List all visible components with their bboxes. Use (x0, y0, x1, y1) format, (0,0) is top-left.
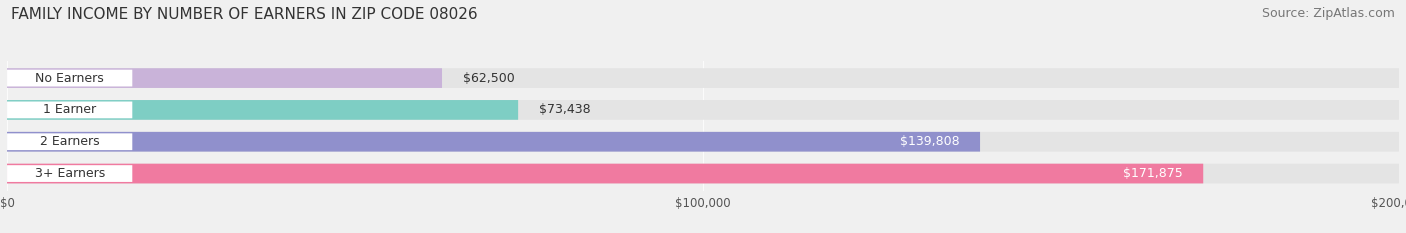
FancyBboxPatch shape (7, 132, 1399, 152)
FancyBboxPatch shape (7, 132, 980, 152)
Text: 2 Earners: 2 Earners (39, 135, 100, 148)
FancyBboxPatch shape (7, 165, 132, 182)
FancyBboxPatch shape (7, 164, 1204, 183)
FancyBboxPatch shape (7, 100, 1399, 120)
Text: $139,808: $139,808 (900, 135, 959, 148)
Text: $73,438: $73,438 (538, 103, 591, 116)
FancyBboxPatch shape (7, 68, 1399, 88)
FancyBboxPatch shape (7, 102, 132, 118)
FancyBboxPatch shape (7, 70, 132, 86)
FancyBboxPatch shape (7, 164, 1399, 183)
Text: FAMILY INCOME BY NUMBER OF EARNERS IN ZIP CODE 08026: FAMILY INCOME BY NUMBER OF EARNERS IN ZI… (11, 7, 478, 22)
Text: 1 Earner: 1 Earner (44, 103, 96, 116)
Text: $62,500: $62,500 (463, 72, 515, 85)
FancyBboxPatch shape (7, 68, 441, 88)
FancyBboxPatch shape (7, 100, 519, 120)
Text: No Earners: No Earners (35, 72, 104, 85)
FancyBboxPatch shape (7, 133, 132, 150)
Text: 3+ Earners: 3+ Earners (35, 167, 105, 180)
Text: $171,875: $171,875 (1122, 167, 1182, 180)
Text: Source: ZipAtlas.com: Source: ZipAtlas.com (1261, 7, 1395, 20)
